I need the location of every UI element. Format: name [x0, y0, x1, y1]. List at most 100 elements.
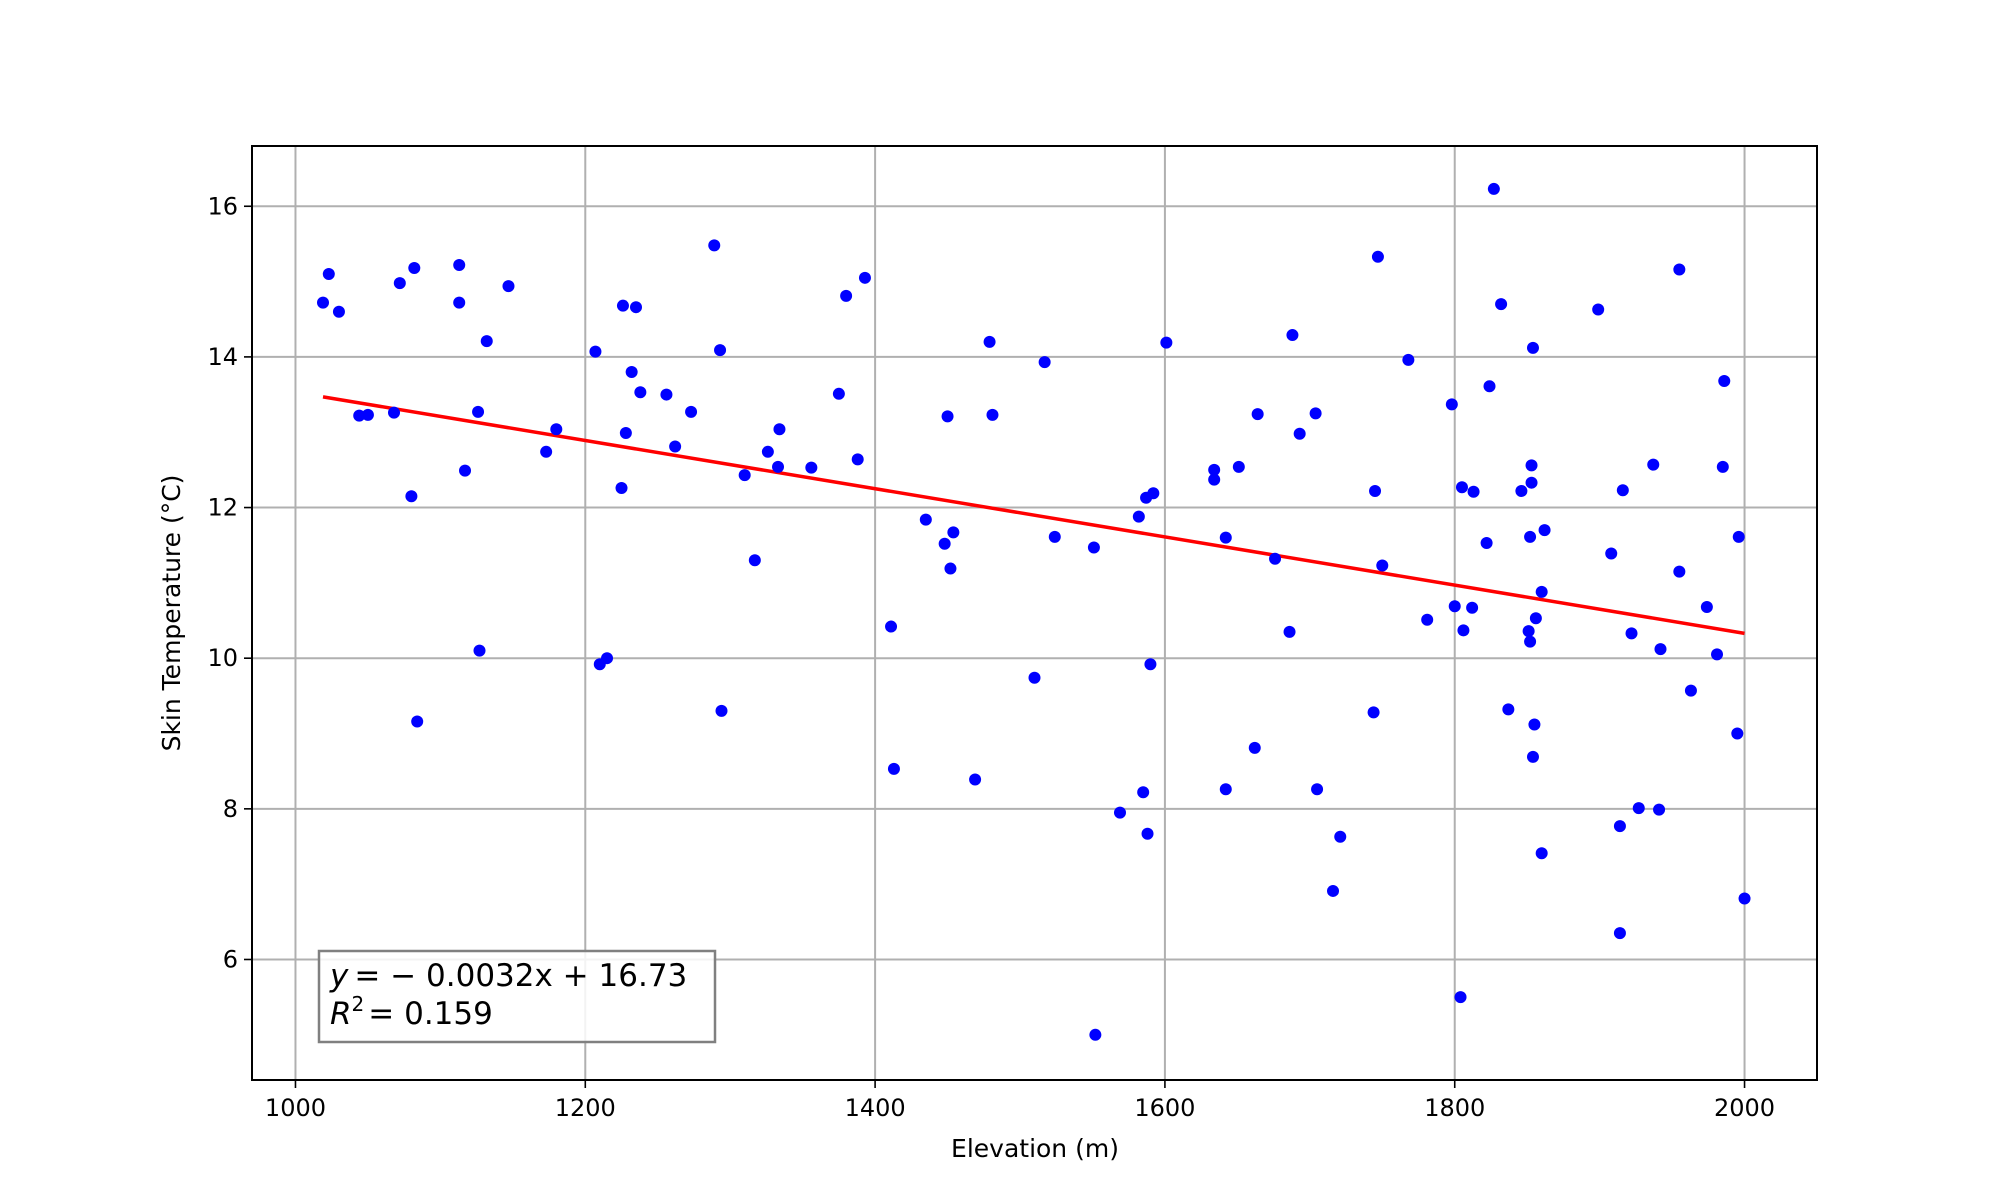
data-point [685, 405, 698, 418]
data-point [885, 620, 898, 633]
data-point [708, 239, 721, 252]
data-point [472, 405, 485, 418]
data-point [625, 365, 638, 378]
y-tick-label: 14 [207, 343, 238, 371]
data-point [1684, 684, 1697, 697]
data-point [947, 526, 960, 539]
data-point [1538, 524, 1551, 537]
data-point [550, 423, 563, 436]
r-squared-symbol: R [330, 996, 352, 1032]
data-point [1524, 530, 1537, 543]
data-point [1369, 484, 1382, 497]
data-point [772, 460, 785, 473]
data-point [1716, 460, 1729, 473]
data-point [1525, 476, 1538, 489]
data-point [322, 268, 335, 281]
data-point [1526, 750, 1539, 763]
data-point [1526, 341, 1539, 354]
y-tick-label: 16 [207, 192, 238, 220]
data-point [919, 513, 932, 526]
data-point [1522, 625, 1535, 638]
data-point [1632, 802, 1645, 815]
data-point [393, 277, 406, 290]
data-point [1738, 892, 1751, 905]
data-point [851, 453, 864, 466]
data-point [1334, 830, 1347, 843]
data-point [589, 345, 602, 358]
data-point [1653, 803, 1666, 816]
data-point [660, 388, 673, 401]
data-point [1028, 671, 1041, 684]
data-point [1208, 473, 1221, 486]
data-point [361, 408, 374, 421]
data-point [408, 262, 421, 275]
data-points [317, 182, 1751, 1041]
r-squared-exponent: 2 [352, 992, 365, 1016]
data-point [1625, 627, 1638, 640]
data-point [1376, 559, 1389, 572]
data-point [1248, 741, 1261, 754]
data-point [1219, 531, 1232, 544]
data-point [941, 410, 954, 423]
data-point [1141, 827, 1154, 840]
data-point [317, 296, 330, 309]
data-point [1700, 600, 1713, 613]
data-point [634, 386, 647, 399]
data-point [714, 344, 727, 357]
data-point [669, 440, 682, 453]
data-point [1613, 820, 1626, 833]
x-tick-label: 2000 [1714, 1094, 1775, 1122]
data-point [1160, 336, 1173, 349]
data-point [738, 469, 751, 482]
data-point [1483, 380, 1496, 393]
data-point [453, 296, 466, 309]
data-point [1311, 783, 1324, 796]
data-point [601, 652, 614, 665]
data-point [944, 562, 957, 575]
data-point [619, 426, 632, 439]
data-point [1466, 601, 1479, 614]
regression-line [322, 395, 1745, 636]
data-point [473, 644, 486, 657]
data-point [1089, 1028, 1102, 1041]
data-point [1327, 884, 1340, 897]
data-point [1535, 585, 1548, 598]
data-point [616, 299, 629, 312]
data-point [858, 271, 871, 284]
data-point [1673, 263, 1686, 276]
data-point [1592, 303, 1605, 316]
data-point [1718, 375, 1731, 388]
data-point [388, 406, 401, 419]
data-point [1524, 635, 1537, 648]
x-tick-label: 1200 [555, 1094, 616, 1122]
data-point [748, 554, 761, 567]
data-point [1647, 458, 1660, 471]
data-point [1673, 565, 1686, 578]
data-point [1293, 427, 1306, 440]
equation-box-frame [317, 949, 717, 1044]
data-point [1137, 786, 1150, 799]
data-point [1283, 625, 1296, 638]
axis-ticks [244, 205, 1746, 1088]
data-point [615, 481, 628, 494]
data-point [1515, 484, 1528, 497]
data-point [1448, 600, 1461, 613]
data-point [502, 280, 515, 293]
data-point [1455, 481, 1468, 494]
data-point [1480, 536, 1493, 549]
x-tick-label: 1400 [845, 1094, 906, 1122]
regression-equation-box: y = − 0.0032x + 16.73 R2 = 0.159 [317, 949, 717, 1044]
data-point [1147, 487, 1160, 500]
data-point [353, 409, 366, 422]
x-tick-label: 1000 [265, 1094, 326, 1122]
data-point [480, 335, 493, 348]
data-point [832, 387, 845, 400]
data-point [1654, 643, 1667, 656]
data-point [715, 704, 728, 717]
x-tick-label: 1600 [1134, 1094, 1195, 1122]
data-point [1487, 182, 1500, 195]
y-tick-label: 6 [223, 945, 238, 973]
y-tick-label: 12 [207, 494, 238, 522]
data-point [773, 423, 786, 436]
